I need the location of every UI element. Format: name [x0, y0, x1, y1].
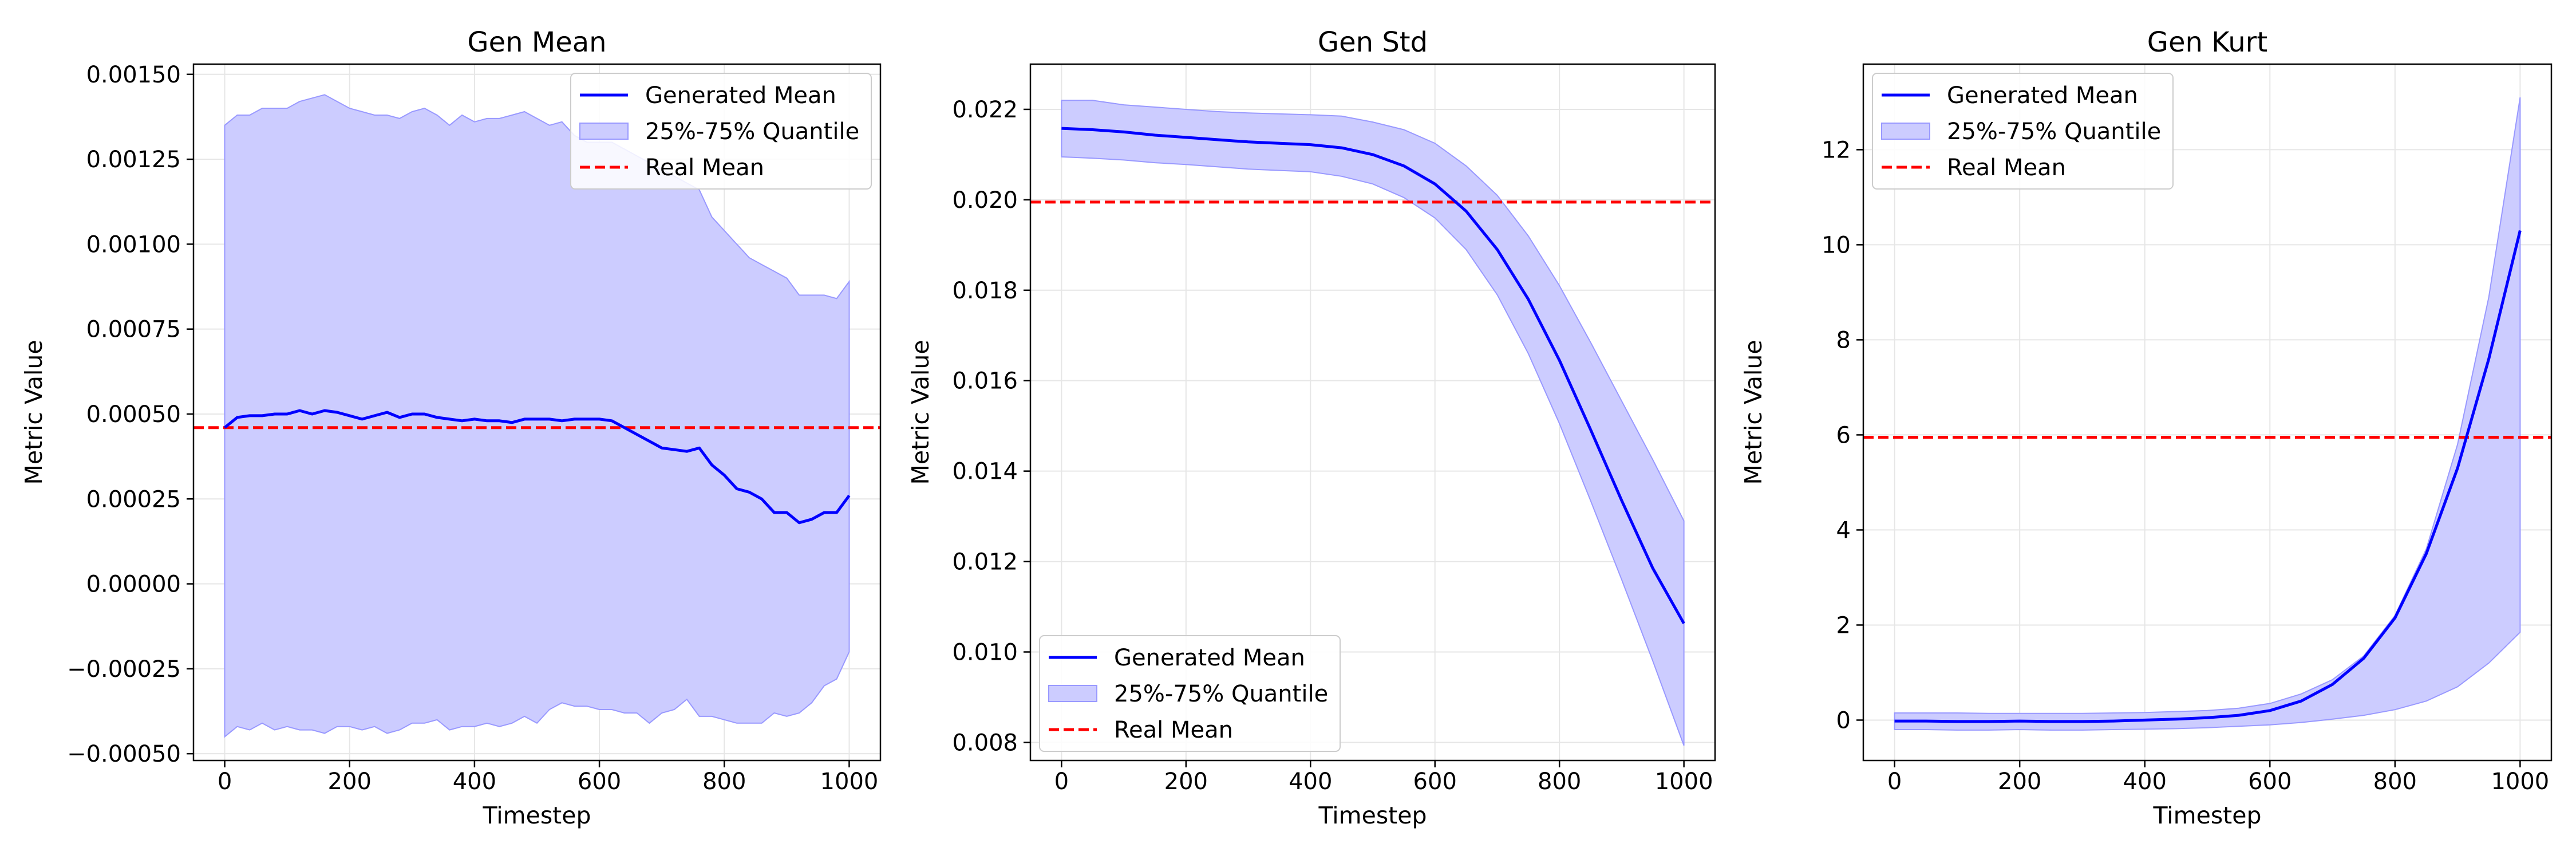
legend-label: Real Mean — [1947, 155, 2066, 181]
legend: Generated Mean 25%-75% Quantile Real Mean — [1039, 635, 1341, 752]
legend: Generated Mean 25%-75% Quantile Real Mean — [570, 73, 872, 190]
generated-mean-line — [223, 409, 851, 525]
y-tick-label: 0.00125 — [86, 147, 181, 173]
y-axis-label: Metric Value — [20, 340, 48, 484]
y-tick-label: 0.018 — [952, 278, 1018, 304]
y-tick-label: 0.00100 — [86, 231, 181, 258]
y-tick-label: 2 — [1836, 612, 1851, 639]
axes-frame — [1029, 63, 1716, 762]
generated-mean-line — [1894, 230, 2522, 723]
y-tick-label: 8 — [1836, 327, 1851, 353]
x-axis-label: Timestep — [2152, 802, 2261, 829]
y-tick-label: 12 — [1822, 137, 1851, 163]
x-tick-label: 800 — [2373, 769, 2417, 795]
x-tick-label: 1000 — [820, 769, 879, 795]
x-tick-label: 0 — [1887, 769, 1902, 795]
y-tick-label: 0.022 — [952, 97, 1018, 123]
y-tick-label: 0.008 — [952, 730, 1018, 756]
y-tick-label: −0.00050 — [67, 741, 181, 767]
generated-mean-line — [1061, 127, 1685, 624]
panel-gen-std: 0 200 400 600 800 1000 0.008 0.010 0.012 0.014 0.0… — [907, 26, 1716, 829]
x-tick-label: 400 — [2123, 769, 2167, 795]
y-tick-label: 0.010 — [952, 639, 1018, 665]
y-axis-label: Metric Value — [907, 340, 934, 484]
y-tick-label: 0.00075 — [86, 317, 181, 343]
quantile-band — [224, 94, 850, 738]
chart-title: Gen Mean — [467, 26, 606, 58]
x-tick-label: 400 — [453, 769, 496, 795]
legend-swatch-quantile — [1048, 685, 1097, 702]
x-tick-label: 1000 — [2491, 769, 2549, 795]
y-tick-label: 0.00025 — [86, 486, 181, 513]
y-tick-label: 0.016 — [952, 368, 1018, 395]
legend-label: Generated Mean — [645, 82, 836, 109]
x-tick-label: 800 — [1538, 769, 1581, 795]
y-tick-label: 0.020 — [952, 187, 1018, 214]
legend-label: 25%-75% Quantile — [1947, 119, 2161, 145]
y-axis-label: Metric Value — [1740, 340, 1767, 484]
x-tick-label: 600 — [1413, 769, 1457, 795]
axes-frame — [1862, 63, 2553, 762]
legend-label: Generated Mean — [1947, 82, 2138, 109]
legend-swatch-quantile — [579, 123, 629, 140]
chart-title: Gen Std — [1318, 26, 1428, 58]
legend-label: Generated Mean — [1114, 645, 1305, 671]
panel-gen-kurt: 0 200 400 600 800 1000 0 2 4 6 8 10 12 Gen Kurt Timest… — [1740, 26, 2553, 829]
quantile-band — [1061, 100, 1685, 746]
panel-gen-mean: 0 200 400 600 800 1000 −0.00050 −0.00025 0.00000… — [20, 26, 882, 829]
y-tick-label: 0.014 — [952, 459, 1018, 485]
x-tick-label: 1000 — [1655, 769, 1713, 795]
legend-label: 25%-75% Quantile — [645, 119, 859, 145]
x-tick-label: 0 — [218, 769, 232, 795]
quantile-band — [1894, 97, 2521, 731]
x-tick-label: 0 — [1054, 769, 1069, 795]
y-tick-label: −0.00025 — [67, 656, 181, 683]
x-tick-label: 200 — [1998, 769, 2041, 795]
legend-label: Real Mean — [1114, 717, 1233, 743]
y-tick-label: 0.00000 — [86, 572, 181, 598]
y-tick-label: 6 — [1836, 422, 1851, 448]
legend: Generated Mean 25%-75% Quantile Real Mean — [1872, 73, 2174, 190]
x-tick-label: 200 — [1164, 769, 1208, 795]
legend-box — [1872, 73, 2174, 190]
chart-title: Gen Kurt — [2147, 26, 2267, 58]
legend-box — [1039, 635, 1341, 752]
x-tick-label: 200 — [328, 769, 372, 795]
y-tick-label: 0.012 — [952, 549, 1018, 576]
x-axis-label: Timestep — [1318, 802, 1427, 829]
x-tick-label: 600 — [2248, 769, 2291, 795]
axes-frame — [192, 63, 882, 762]
y-tick-label: 10 — [1822, 232, 1851, 258]
x-tick-label: 600 — [578, 769, 621, 795]
y-tick-label: 0.00150 — [86, 62, 181, 88]
legend-label: Real Mean — [645, 155, 764, 181]
x-axis-label: Timestep — [482, 802, 591, 829]
legend-box — [570, 73, 872, 190]
legend-label: 25%-75% Quantile — [1114, 681, 1328, 707]
y-tick-label: 0.00050 — [86, 401, 181, 428]
y-tick-label: 4 — [1836, 517, 1851, 543]
legend-swatch-quantile — [1881, 123, 1930, 140]
x-tick-label: 400 — [1289, 769, 1332, 795]
x-tick-label: 800 — [702, 769, 746, 795]
y-tick-label: 0 — [1836, 707, 1851, 734]
